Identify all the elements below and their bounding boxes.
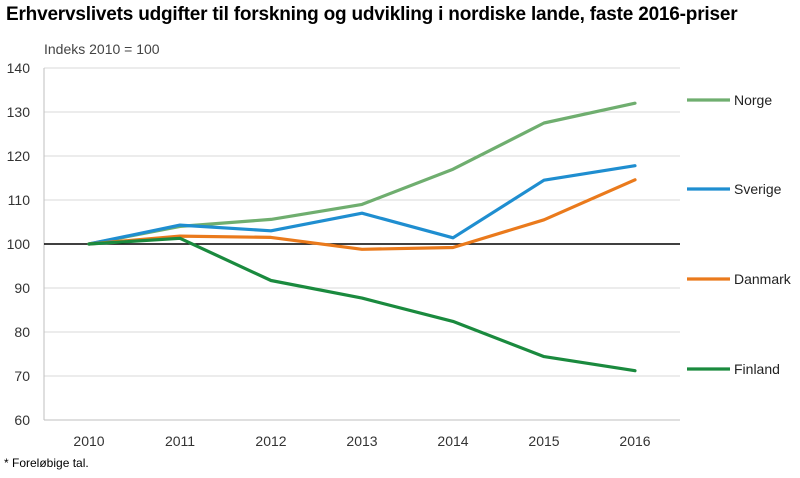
series-lines <box>87 101 637 373</box>
legend-label-norge: Norge <box>734 92 772 108</box>
axes: 60 70 80 90 100 110 120 130 140 2010 2011 2012 2013 2… <box>7 60 680 449</box>
gridlines <box>44 67 680 377</box>
series-line-norge <box>87 101 637 246</box>
y-tick-label: 90 <box>14 280 30 296</box>
chart-title: Erhvervslivets udgifter til forskning og… <box>6 4 738 25</box>
legend-label-danmark: Danmark <box>734 271 792 287</box>
legend: Norge Sverige Danmark Finland <box>687 92 792 377</box>
x-tick-label: 2010 <box>73 433 104 449</box>
footnote: * Foreløbige tal. <box>4 456 89 470</box>
unit-label: Indeks 2010 = 100 <box>44 41 160 57</box>
x-tick-label: 2014 <box>437 433 468 449</box>
legend-label-sverige: Sverige <box>734 181 782 197</box>
x-tick-label: 2016 <box>619 433 650 449</box>
y-tick-label: 140 <box>7 60 31 76</box>
x-tick-label: 2011 <box>165 433 195 449</box>
series-line-danmark <box>87 178 637 251</box>
y-tick-label: 130 <box>7 104 31 120</box>
y-tick-label: 110 <box>8 192 31 208</box>
x-tick-label: 2015 <box>528 433 559 449</box>
legend-label-finland: Finland <box>734 361 780 377</box>
x-tick-label: 2013 <box>346 433 377 449</box>
series-line-sverige <box>87 164 637 246</box>
y-tick-label: 70 <box>14 368 30 384</box>
y-tick-label: 120 <box>7 148 31 164</box>
y-tick-label: 80 <box>14 324 30 340</box>
x-tick-label: 2012 <box>255 433 286 449</box>
series-line-finland <box>87 236 637 373</box>
y-tick-label: 100 <box>7 236 31 252</box>
y-tick-label: 60 <box>14 412 30 428</box>
